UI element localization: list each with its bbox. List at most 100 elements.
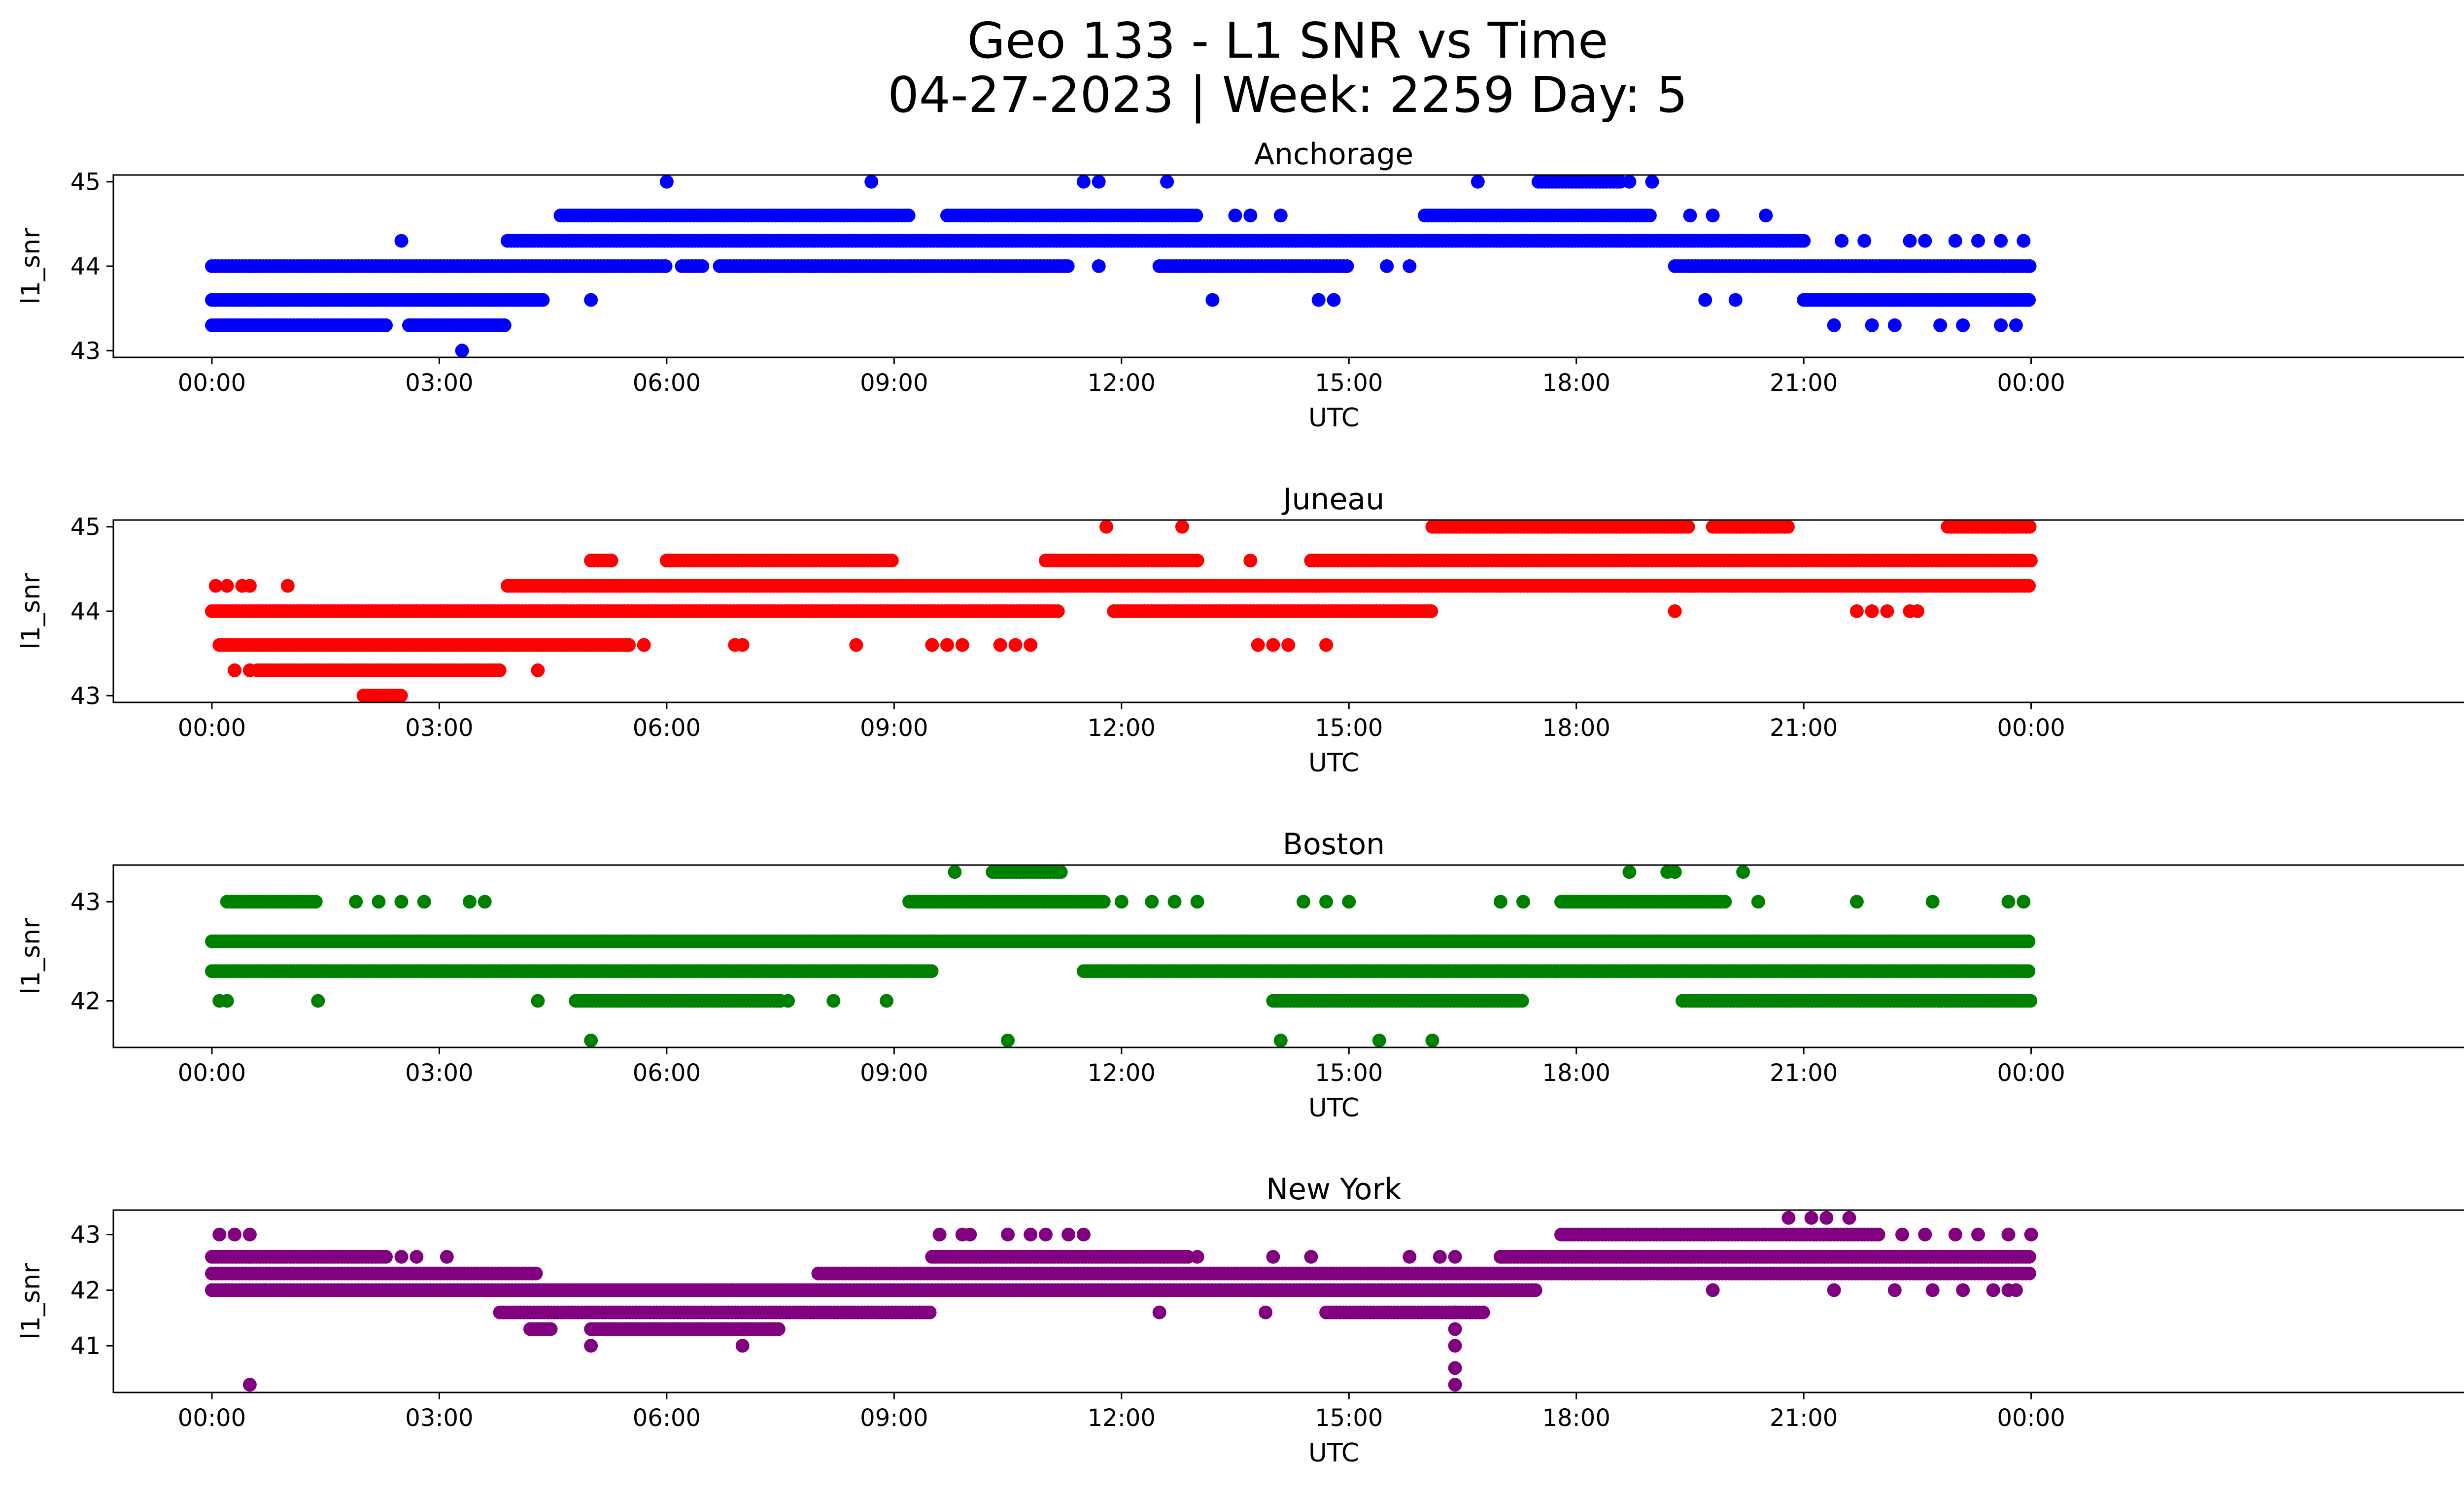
x-tick-label: 21:00 xyxy=(1770,714,1838,742)
scatter-series-anchorage xyxy=(205,174,2037,358)
data-point xyxy=(925,638,939,652)
data-point xyxy=(394,689,408,703)
y-tick-label: 44 xyxy=(70,253,101,280)
data-point xyxy=(536,293,550,307)
data-point xyxy=(1887,318,1902,332)
data-point xyxy=(1228,209,1242,223)
data-point xyxy=(885,554,899,568)
data-point xyxy=(1668,604,1682,618)
data-point xyxy=(394,895,409,909)
data-point xyxy=(771,1322,786,1336)
x-tick-label: 12:00 xyxy=(1088,714,1156,742)
data-point xyxy=(864,174,879,189)
subplot-title: New York xyxy=(1266,1172,1402,1207)
x-tick-label: 09:00 xyxy=(860,369,928,397)
x-tick-label: 00:00 xyxy=(1997,1059,2065,1087)
data-point xyxy=(455,344,469,358)
data-point xyxy=(584,293,598,307)
data-point xyxy=(228,663,242,677)
data-point xyxy=(1024,638,1038,652)
data-point xyxy=(1243,209,1258,223)
data-point xyxy=(1001,1033,1015,1047)
data-point xyxy=(1865,604,1879,618)
data-point xyxy=(1698,293,1712,307)
data-point xyxy=(1759,209,1773,223)
data-point xyxy=(1051,604,1065,618)
x-tick-label: 15:00 xyxy=(1315,1059,1383,1087)
data-point xyxy=(1622,174,1637,189)
data-point xyxy=(1008,638,1023,652)
data-point xyxy=(2022,520,2037,534)
data-point xyxy=(531,994,545,1008)
x-tick-label: 00:00 xyxy=(1997,714,2065,742)
data-point xyxy=(1994,318,2008,332)
data-point xyxy=(1780,520,1795,534)
data-point xyxy=(955,638,969,652)
x-tick-label: 12:00 xyxy=(1088,369,1156,397)
data-point xyxy=(1114,895,1129,909)
y-axis-label: l1_snr xyxy=(16,918,46,995)
data-point xyxy=(208,579,223,593)
x-tick-label: 15:00 xyxy=(1315,369,1383,397)
y-tick-label: 42 xyxy=(70,987,101,1015)
data-point xyxy=(1994,234,2008,248)
x-tick-label: 09:00 xyxy=(860,714,928,742)
data-point xyxy=(1643,209,1657,223)
scatter-series-new-york xyxy=(205,1211,2038,1392)
x-tick-label: 00:00 xyxy=(1997,369,2065,397)
subplot-title: Anchorage xyxy=(1254,137,1413,172)
data-point xyxy=(658,259,673,273)
x-axis-label: UTC xyxy=(1308,748,1359,778)
data-point xyxy=(379,318,393,332)
data-point xyxy=(1273,209,1288,223)
data-point xyxy=(1849,604,1864,618)
data-point xyxy=(993,638,1007,652)
subplot-title: Juneau xyxy=(1281,482,1384,517)
x-tick-label: 03:00 xyxy=(405,714,473,742)
data-point xyxy=(1751,895,1765,909)
data-point xyxy=(1880,604,1894,618)
data-point xyxy=(1857,234,1872,248)
data-point xyxy=(1273,1033,1288,1047)
data-point xyxy=(2022,259,2037,273)
data-point xyxy=(849,638,863,652)
data-point xyxy=(1918,234,1932,248)
y-tick-label: 45 xyxy=(70,514,101,541)
data-point xyxy=(1099,520,1113,534)
x-tick-label: 21:00 xyxy=(1770,369,1838,397)
data-point xyxy=(1281,638,1296,652)
data-point xyxy=(1706,209,1720,223)
data-point xyxy=(622,638,636,652)
data-point xyxy=(659,174,674,189)
data-point xyxy=(1718,895,1732,909)
data-point xyxy=(2023,554,2038,568)
scatter-series-boston xyxy=(205,865,2038,1047)
data-point xyxy=(1327,293,1341,307)
data-point xyxy=(463,895,477,909)
data-point xyxy=(544,1322,558,1336)
data-point xyxy=(1681,520,1695,534)
data-point xyxy=(417,895,431,909)
x-tick-label: 00:00 xyxy=(178,1059,246,1087)
data-point xyxy=(220,994,234,1008)
x-tick-label: 00:00 xyxy=(178,369,246,397)
data-point xyxy=(1266,638,1280,652)
data-point xyxy=(1933,318,1948,332)
data-point xyxy=(584,1033,598,1047)
data-point xyxy=(1948,234,1962,248)
data-point xyxy=(924,964,939,978)
data-point xyxy=(1645,174,1659,189)
figure-title-line1: Geo 133 - L1 SNR vs Time xyxy=(967,12,1608,70)
data-point xyxy=(1956,318,1970,332)
data-point xyxy=(311,994,325,1008)
data-point xyxy=(2017,234,2031,248)
data-point xyxy=(1493,895,1507,909)
data-point xyxy=(531,663,545,677)
data-point xyxy=(220,579,234,593)
data-point xyxy=(695,259,710,273)
data-point xyxy=(1054,865,1068,879)
x-tick-label: 12:00 xyxy=(1088,1059,1156,1087)
